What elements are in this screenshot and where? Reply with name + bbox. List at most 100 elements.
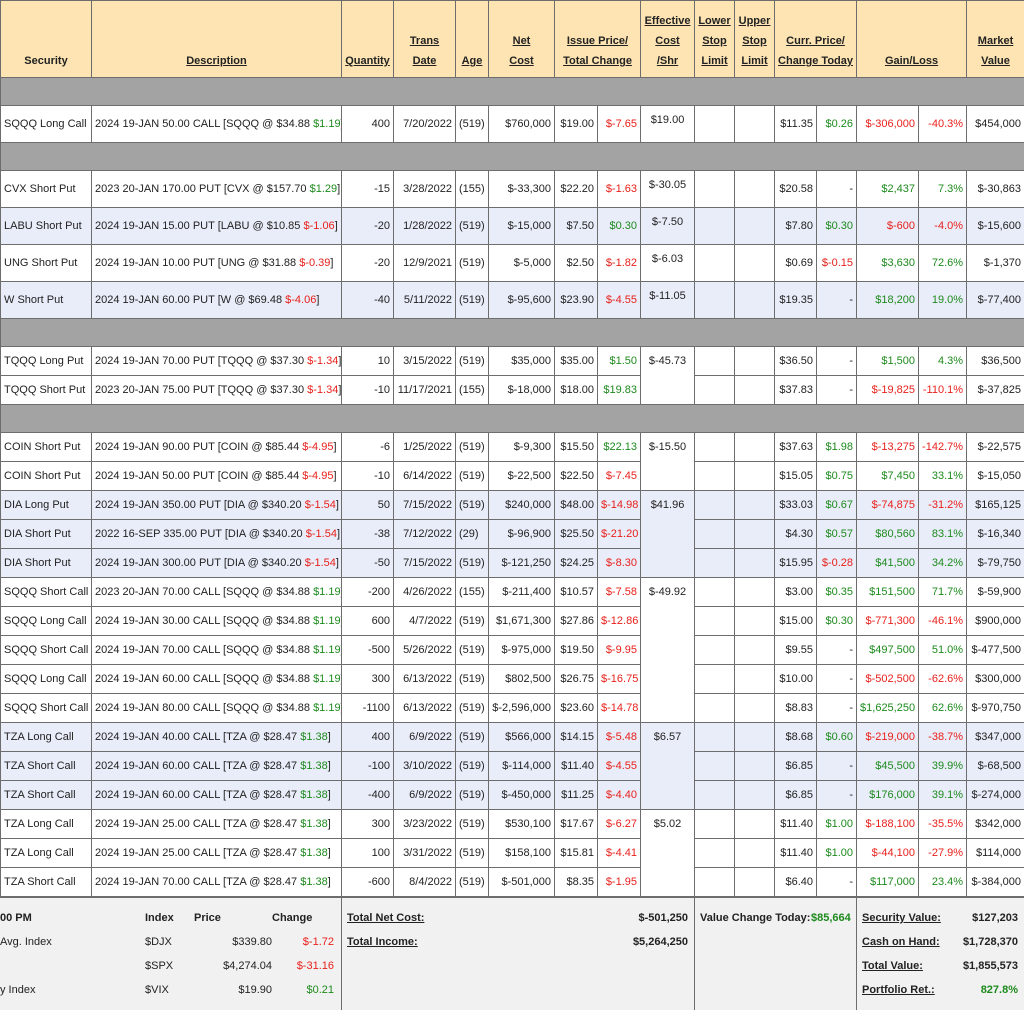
header-text: Net [492, 31, 551, 51]
age: (519) [456, 839, 489, 868]
lower-stop [695, 245, 735, 282]
quantity: -600 [342, 868, 394, 897]
header-text: Quantity [345, 51, 390, 71]
description-text: 2024 19-JAN 300.00 PUT [DIA @ $340.20 [95, 557, 305, 569]
effective-cost: $6.57 [641, 723, 695, 810]
lower-stop [695, 433, 735, 462]
curr-price: $15.05 [775, 462, 817, 491]
net-cost: $760,000 [489, 106, 555, 143]
gain-loss: $1,500 [857, 347, 919, 376]
description: 2024 19-JAN 60.00 CALL [TZA @ $28.47 $1.… [92, 752, 342, 781]
issue-price: $11.40 [555, 752, 598, 781]
description: 2024 19-JAN 90.00 PUT [COIN @ $85.44 $-4… [92, 433, 342, 462]
age: (519) [456, 723, 489, 752]
trans-date: 7/12/2022 [394, 520, 456, 549]
quantity: -20 [342, 208, 394, 245]
change-today: $0.67 [817, 491, 857, 520]
net-cost: $802,500 [489, 665, 555, 694]
issue-price: $23.60 [555, 694, 598, 723]
gain-loss-pct: 4.3% [919, 347, 967, 376]
change-today: $1.00 [817, 839, 857, 868]
gain-loss: $2,437 [857, 171, 919, 208]
market-value: $-77,400 [967, 282, 1024, 319]
description: 2024 19-JAN 50.00 CALL [SQQQ @ $34.88 $1… [92, 106, 342, 143]
header-text: Curr. Price/ [778, 31, 853, 51]
age: (519) [456, 868, 489, 897]
upper-stop [735, 208, 775, 245]
security: SQQQ Short Call [1, 636, 92, 665]
net-cost: $530,100 [489, 810, 555, 839]
gain-loss: $80,560 [857, 520, 919, 549]
underlying-change: $-0.39 [299, 257, 330, 269]
curr-price: $33.03 [775, 491, 817, 520]
value-change-label: Value Change Today: [700, 912, 810, 924]
effective-cost: $-30.05 [641, 171, 695, 208]
change-today: $1.98 [817, 433, 857, 462]
gain-loss-pct: -27.9% [919, 839, 967, 868]
total-change: $-1.63 [598, 171, 641, 208]
gain-loss-pct: 39.9% [919, 752, 967, 781]
quantity: -200 [342, 578, 394, 607]
description: 2024 19-JAN 60.00 PUT [W @ $69.48 $-4.06… [92, 282, 342, 319]
security: SQQQ Long Call [1, 607, 92, 636]
lower-stop [695, 752, 735, 781]
gain-loss-pct: 51.0% [919, 636, 967, 665]
market-value: $165,125 [967, 491, 1024, 520]
description-text: 2024 19-JAN 60.00 CALL [TZA @ $28.47 [95, 789, 300, 801]
net-cost: $-450,000 [489, 781, 555, 810]
issue-price: $22.50 [555, 462, 598, 491]
lower-stop [695, 376, 735, 405]
gain-loss-pct: -62.6% [919, 665, 967, 694]
description-text: ] [336, 557, 339, 569]
description-text: ] [316, 294, 319, 306]
header-text: Limit [698, 51, 731, 71]
description-text: 2024 19-JAN 90.00 PUT [COIN @ $85.44 [95, 441, 302, 453]
upper-stop [735, 491, 775, 520]
curr-price: $6.40 [775, 868, 817, 897]
description-text: 2024 19-JAN 40.00 CALL [TZA @ $28.47 [95, 731, 300, 743]
net-cost: $-975,000 [489, 636, 555, 665]
description: 2023 20-JAN 75.00 PUT [TQQQ @ $37.30 $-1… [92, 376, 342, 405]
total-change: $-14.98 [598, 491, 641, 520]
issue-price: $48.00 [555, 491, 598, 520]
net-cost: $-9,300 [489, 433, 555, 462]
description: 2024 19-JAN 25.00 CALL [TZA @ $28.47 $1.… [92, 839, 342, 868]
change-today: $0.60 [817, 723, 857, 752]
column-header: Issue Price/Total Change [555, 1, 641, 78]
gain-loss: $-771,300 [857, 607, 919, 636]
security: TQQQ Short Put [1, 376, 92, 405]
header-text: Upper [738, 11, 771, 31]
effective-cost: $5.02 [641, 810, 695, 897]
description: 2024 19-JAN 70.00 PUT [TQQQ @ $37.30 $-1… [92, 347, 342, 376]
total-change: $-1.82 [598, 245, 641, 282]
lower-stop [695, 106, 735, 143]
header-text: /Shr [644, 51, 691, 71]
security: LABU Short Put [1, 208, 92, 245]
curr-price: $6.85 [775, 752, 817, 781]
net-cost: $-2,596,000 [489, 694, 555, 723]
gain-loss: $176,000 [857, 781, 919, 810]
gain-loss-pct: -38.7% [919, 723, 967, 752]
underlying-change: $-4.95 [302, 441, 333, 453]
change-today: - [817, 636, 857, 665]
underlying-change: $-1.34 [307, 355, 338, 367]
lower-stop [695, 549, 735, 578]
net-cost: $-95,600 [489, 282, 555, 319]
summary-label: Security Value: [862, 912, 941, 924]
total-change: $-4.41 [598, 839, 641, 868]
net-cost: $-18,000 [489, 376, 555, 405]
net-cost: $-5,000 [489, 245, 555, 282]
description-text: 2024 19-JAN 70.00 CALL [TZA @ $28.47 [95, 876, 300, 888]
lower-stop [695, 208, 735, 245]
description-text: 2024 19-JAN 60.00 PUT [W @ $69.48 [95, 294, 285, 306]
gain-loss: $41,500 [857, 549, 919, 578]
description-text: 2023 20-JAN 70.00 CALL [SQQQ @ $34.88 [95, 586, 313, 598]
trans-date: 3/10/2022 [394, 752, 456, 781]
description-text: ] [328, 760, 331, 772]
net-cost: $35,000 [489, 347, 555, 376]
age: (519) [456, 607, 489, 636]
